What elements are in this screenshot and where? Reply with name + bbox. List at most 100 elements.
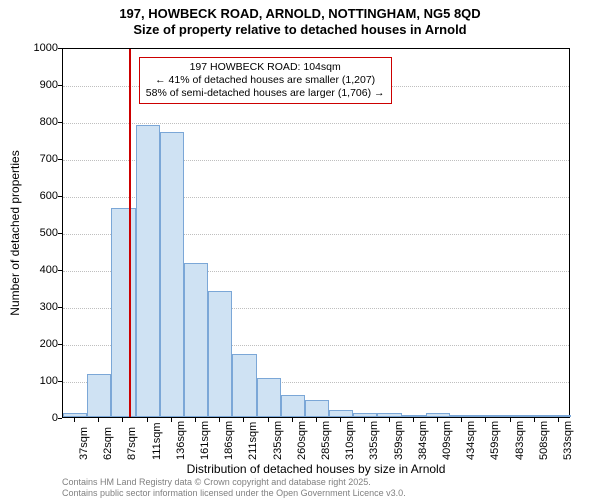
plot-area: 197 HOWBECK ROAD: 104sqm ← 41% of detach… xyxy=(62,48,570,418)
x-tick-label: 508sqm xyxy=(538,421,550,460)
bar xyxy=(377,413,401,417)
x-tick xyxy=(171,418,172,422)
chart-container: 197, HOWBECK ROAD, ARNOLD, NOTTINGHAM, N… xyxy=(0,0,600,500)
x-tick xyxy=(389,418,390,422)
y-tick xyxy=(58,233,62,234)
bar xyxy=(329,410,353,417)
y-tick-label: 100 xyxy=(18,375,58,387)
bar xyxy=(63,413,87,417)
y-tick-label: 200 xyxy=(18,338,58,350)
x-tick xyxy=(437,418,438,422)
footer-line-2: Contains public sector information licen… xyxy=(62,488,406,498)
x-tick-label: 235sqm xyxy=(272,421,284,460)
x-tick xyxy=(534,418,535,422)
y-tick-label: 600 xyxy=(18,190,58,202)
x-axis-title: Distribution of detached houses by size … xyxy=(62,462,570,476)
bar xyxy=(426,413,450,417)
x-tick xyxy=(74,418,75,422)
bar xyxy=(305,400,329,417)
x-tick-label: 87sqm xyxy=(126,427,138,460)
y-tick xyxy=(58,270,62,271)
x-tick-label: 384sqm xyxy=(417,421,429,460)
x-tick-label: 186sqm xyxy=(223,421,235,460)
x-tick xyxy=(316,418,317,422)
bar xyxy=(208,291,232,417)
y-tick-label: 700 xyxy=(18,153,58,165)
y-tick-label: 500 xyxy=(18,227,58,239)
x-tick-label: 136sqm xyxy=(175,421,187,460)
x-tick-label: 409sqm xyxy=(441,421,453,460)
bar xyxy=(474,415,498,417)
bar xyxy=(232,354,256,417)
annotation-line-2: ← 41% of detached houses are smaller (1,… xyxy=(146,74,385,87)
y-tick xyxy=(58,196,62,197)
bar xyxy=(111,208,135,417)
x-tick xyxy=(195,418,196,422)
x-tick xyxy=(147,418,148,422)
x-tick-label: 359sqm xyxy=(393,421,405,460)
footer-line-1: Contains HM Land Registry data © Crown c… xyxy=(62,477,406,487)
y-tick xyxy=(58,307,62,308)
y-tick xyxy=(58,381,62,382)
y-tick-label: 900 xyxy=(18,79,58,91)
y-tick-label: 400 xyxy=(18,264,58,276)
x-tick xyxy=(364,418,365,422)
title-line-1: 197, HOWBECK ROAD, ARNOLD, NOTTINGHAM, N… xyxy=(0,6,600,22)
y-tick xyxy=(58,122,62,123)
x-tick-label: 111sqm xyxy=(151,422,163,460)
bar xyxy=(498,415,522,417)
x-tick xyxy=(485,418,486,422)
annotation-line-1: 197 HOWBECK ROAD: 104sqm xyxy=(146,61,385,74)
x-tick xyxy=(98,418,99,422)
x-tick-label: 434sqm xyxy=(465,421,477,460)
x-tick-label: 533sqm xyxy=(562,421,574,460)
y-tick-label: 0 xyxy=(18,412,58,424)
x-tick-label: 483sqm xyxy=(514,421,526,460)
x-tick-label: 62sqm xyxy=(102,427,114,460)
annotation-line-3: 58% of semi-detached houses are larger (… xyxy=(146,87,385,100)
y-tick xyxy=(58,48,62,49)
reference-line xyxy=(129,49,131,417)
y-tick xyxy=(58,418,62,419)
bar xyxy=(136,125,160,417)
x-tick xyxy=(340,418,341,422)
x-tick xyxy=(461,418,462,422)
x-tick-label: 459sqm xyxy=(489,421,501,460)
y-tick xyxy=(58,85,62,86)
bar xyxy=(353,413,377,417)
x-tick-label: 161sqm xyxy=(199,421,211,460)
title-line-2: Size of property relative to detached ho… xyxy=(0,22,600,38)
x-tick xyxy=(510,418,511,422)
x-tick-label: 211sqm xyxy=(247,422,259,460)
bar xyxy=(160,132,184,417)
bar xyxy=(523,415,547,417)
x-tick-label: 260sqm xyxy=(296,421,308,460)
gridline-h xyxy=(63,123,569,124)
bar xyxy=(281,395,305,417)
x-tick xyxy=(268,418,269,422)
annotation-box: 197 HOWBECK ROAD: 104sqm ← 41% of detach… xyxy=(139,57,392,104)
y-tick-label: 1000 xyxy=(18,42,58,54)
x-tick xyxy=(122,418,123,422)
title-block: 197, HOWBECK ROAD, ARNOLD, NOTTINGHAM, N… xyxy=(0,0,600,39)
bar xyxy=(184,263,208,417)
x-tick xyxy=(413,418,414,422)
y-tick-label: 800 xyxy=(18,116,58,128)
bar xyxy=(87,374,111,417)
x-tick xyxy=(292,418,293,422)
bar xyxy=(257,378,281,417)
x-tick xyxy=(219,418,220,422)
y-tick xyxy=(58,344,62,345)
footer: Contains HM Land Registry data © Crown c… xyxy=(62,477,406,498)
x-tick xyxy=(243,418,244,422)
x-tick-label: 335sqm xyxy=(368,421,380,460)
x-tick xyxy=(558,418,559,422)
y-tick-label: 300 xyxy=(18,301,58,313)
bar xyxy=(402,415,426,417)
x-tick-label: 310sqm xyxy=(344,421,356,460)
bar xyxy=(450,415,474,417)
y-tick xyxy=(58,159,62,160)
bar xyxy=(547,415,571,417)
x-tick-label: 285sqm xyxy=(320,421,332,460)
x-tick-label: 37sqm xyxy=(78,427,90,460)
